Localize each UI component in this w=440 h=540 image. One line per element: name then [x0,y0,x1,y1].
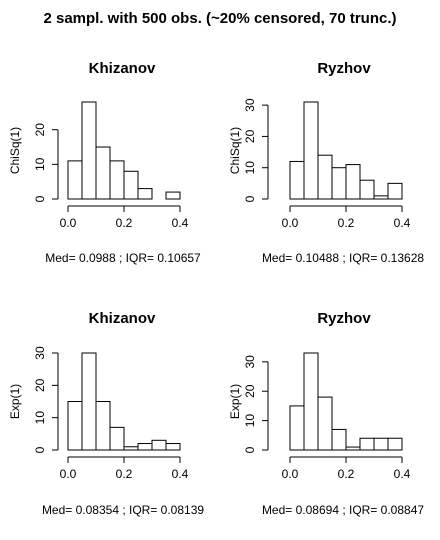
histogram-bar [165,191,181,200]
histogram-bar [67,160,83,200]
x-tick-label: 0.0 [282,467,299,481]
y-axis-label: Exp(1) [8,384,22,419]
histogram-bar [67,401,83,451]
x-tick-label: 0.4 [394,216,411,230]
histogram-bar [81,101,97,200]
y-tick-label: 10 [33,411,47,425]
panel-3: Khizanov Exp(1) 0.0 0.2 0.4 0 10 20 30 Med= 0.083… [8,310,204,517]
panel-1: Khizanov ChiSq(1) 0.0 0.2 0.4 0 10 20 Med= 0.098… [8,60,201,265]
y-tick-label: 10 [243,161,257,175]
histogram-bar [137,443,153,451]
y-tick-label: 30 [243,355,257,369]
histogram-bar [359,437,375,451]
histogram-bar [81,352,97,451]
y-tick-label: 0 [33,446,47,453]
histogram-bar [345,446,361,451]
histogram-bar [123,446,139,451]
histogram-bar [387,437,403,451]
x-tick-label: 0.2 [116,216,133,230]
histogram-bar [387,182,403,200]
panel-4: Ryzhov Exp(1) 0.0 0.2 0.4 0 10 20 30 Med= 0.08694… [228,310,424,517]
histogram-bar [95,401,111,451]
y-tick-label: 20 [33,378,47,392]
x-tick-label: 0.4 [172,216,189,230]
histogram-bar [289,405,305,451]
y-tick-label: 10 [33,157,47,171]
main-title: 2 sampl. with 500 obs. (~20% censored, 7… [43,10,396,27]
y-tick-label: 20 [243,384,257,398]
summary-label: Med= 0.10488 ; IQR= 0.13628 [262,251,424,265]
x-tick-label: 0.4 [394,467,411,481]
histogram-bar [303,101,319,200]
x-tick-label: 0.2 [338,216,355,230]
histogram-bar [95,146,111,200]
y-tick-label: 0 [33,195,47,202]
y-tick-label: 30 [33,346,47,360]
x-tick-label: 0.0 [282,216,299,230]
histogram-bar [109,426,125,451]
histogram-bar [317,154,333,200]
x-tick-label: 0.0 [60,467,77,481]
x-tick-label: 0.2 [116,467,133,481]
panel-title: Ryzhov [317,310,371,327]
histogram-bar [317,396,333,451]
histogram-bar [123,170,139,200]
y-axis-label: ChiSq(1) [8,127,22,174]
histogram-bar [331,167,347,200]
histogram-bar [373,437,389,451]
summary-label: Med= 0.0988 ; IQR= 0.10657 [45,251,201,265]
panel-title: Ryzhov [317,60,371,77]
histogram-bar [303,352,319,451]
summary-label: Med= 0.08354 ; IQR= 0.08139 [42,503,204,517]
x-tick-label: 0.2 [338,467,355,481]
x-tick-label: 0.4 [172,467,189,481]
histogram-bar [331,428,347,451]
y-tick-label: 20 [243,129,257,143]
panel-title: Khizanov [89,310,156,327]
summary-label: Med= 0.08694 ; IQR= 0.08847 [262,503,424,517]
y-tick-label: 30 [243,98,257,112]
histogram-bar [151,439,167,451]
y-tick-label: 0 [243,446,257,453]
histogram-bar [359,179,375,200]
histogram-bar [109,160,125,200]
histogram-bar [345,164,361,200]
y-axis-label: Exp(1) [228,384,242,419]
y-axis-label: ChiSq(1) [228,127,242,174]
y-tick-label: 0 [243,195,257,202]
x-tick-label: 0.0 [60,216,77,230]
y-tick-label: 10 [243,414,257,428]
histogram-bar [373,195,389,200]
y-tick-label: 20 [33,123,47,137]
histogram-bar [137,188,153,200]
panel-2: Ryzhov ChiSq(1) 0.0 0.2 0.4 0 10 20 30 Med= 0.104… [228,60,424,265]
histogram-bar [165,443,181,451]
histogram-bar [289,160,305,200]
panel-title: Khizanov [89,60,156,77]
